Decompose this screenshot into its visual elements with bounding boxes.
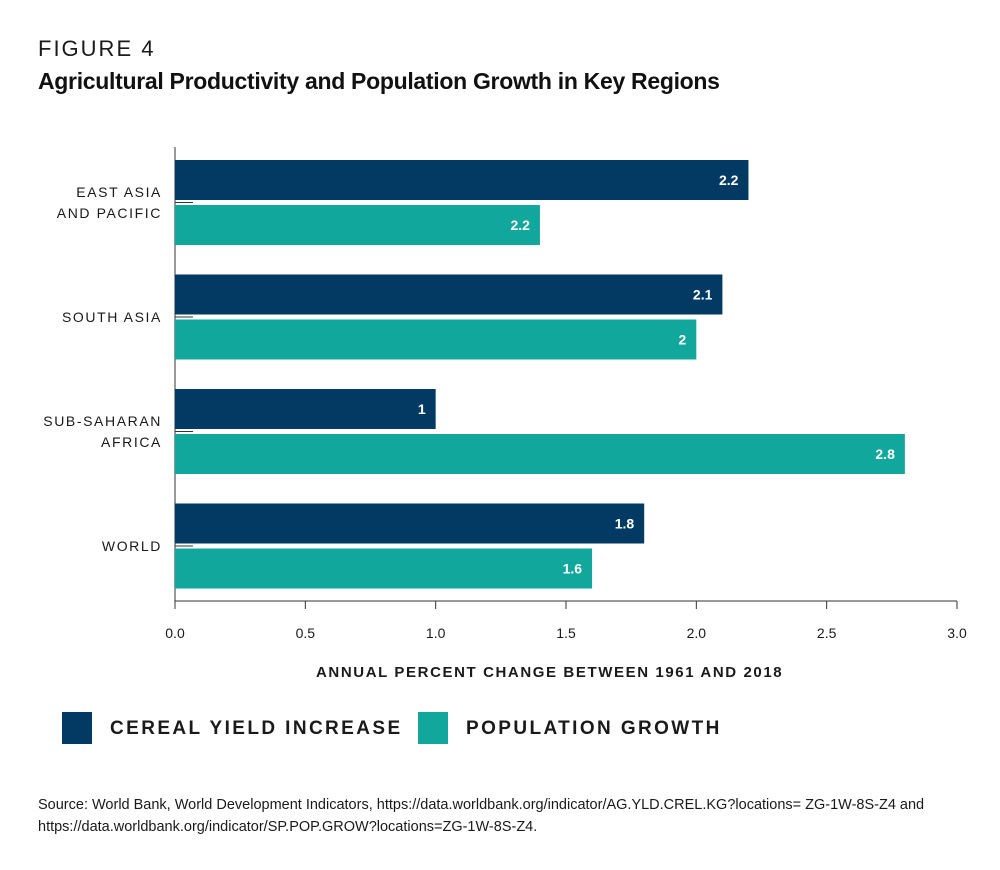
bar-cereal-yield	[175, 389, 436, 429]
legend-swatch-population-growth	[418, 712, 448, 744]
data-label: 2	[679, 332, 687, 348]
x-tick-label: 2.5	[817, 625, 837, 641]
legend-label-population-growth: POPULATION GROWTH	[466, 718, 722, 739]
bar-population-growth	[175, 434, 905, 474]
bar-cereal-yield	[175, 160, 749, 200]
category-label: AFRICA	[101, 434, 162, 450]
bar-population-growth	[175, 548, 593, 589]
bar-cereal-yield	[175, 274, 723, 315]
category-label: WORLD	[102, 538, 162, 554]
category-label: AND PACIFIC	[57, 205, 162, 221]
x-tick-label: 3.0	[947, 625, 967, 641]
x-tick-label: 0.0	[165, 625, 185, 641]
x-tick-label: 1.5	[556, 625, 576, 641]
data-label: 1.6	[563, 561, 583, 577]
x-tick-label: 0.5	[296, 625, 316, 641]
data-label: 1	[418, 401, 426, 417]
category-label: EAST ASIA	[76, 184, 162, 200]
data-label: 2.8	[875, 446, 895, 462]
x-tick-label: 1.0	[426, 625, 446, 641]
bar-population-growth	[175, 319, 697, 360]
category-label: SUB-SAHARAN	[43, 413, 162, 429]
bar-chart: 0.0 0.5 1.0 1.5 2.0 2.5 3.0 2.2 2.2 EAST ASIA AND …	[43, 147, 967, 641]
legend: CEREAL YIELD INCREASE POPULATION GROWTH	[62, 712, 962, 746]
source-note: Source: World Bank, World Development In…	[38, 797, 925, 835]
data-label: 2.2	[510, 217, 530, 233]
bar-cereal-yield	[175, 503, 645, 544]
category-label: SOUTH ASIA	[62, 309, 162, 325]
bar-population-growth	[175, 205, 540, 245]
data-label: 2.2	[719, 172, 739, 188]
x-tick-label: 2.0	[687, 625, 707, 641]
data-label: 2.1	[693, 287, 713, 303]
data-label: 1.8	[615, 516, 635, 532]
legend-label-cereal-yield: CEREAL YIELD INCREASE	[110, 718, 403, 739]
legend-swatch-cereal-yield	[62, 712, 92, 744]
chart-title: Agricultural Productivity and Population…	[38, 68, 720, 94]
figure-label: FIGURE 4	[38, 36, 156, 61]
x-axis-label: ANNUAL PERCENT CHANGE BETWEEN 1961 AND 2…	[316, 664, 784, 681]
